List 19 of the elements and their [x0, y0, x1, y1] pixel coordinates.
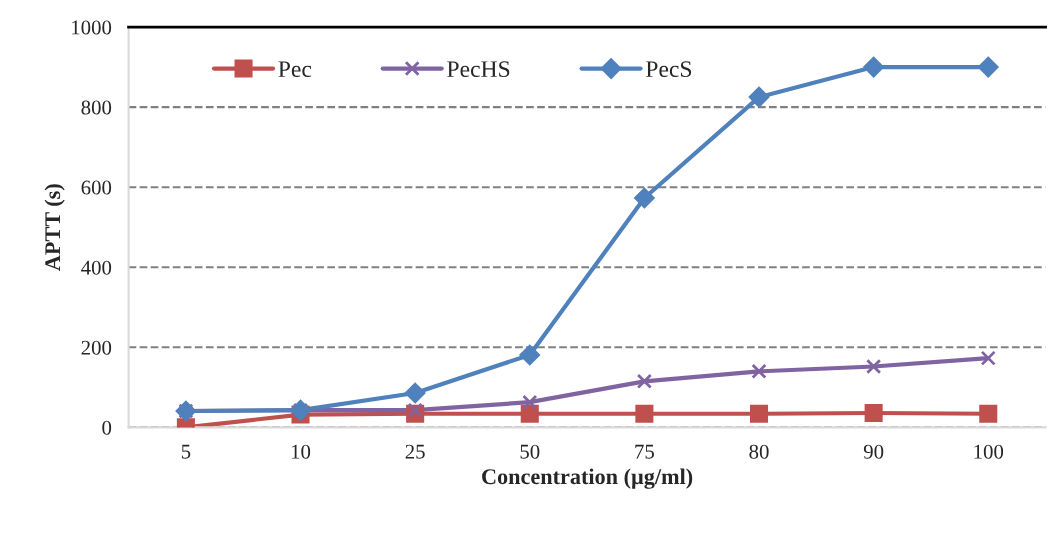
legend-label: PecHS	[447, 61, 510, 78]
legend-label: PecS	[645, 61, 692, 78]
x-tick-label: 90	[863, 444, 884, 459]
x-tick-label: 50	[520, 444, 540, 459]
legend-label: Pec	[278, 61, 312, 78]
y-tick-label: 800	[81, 100, 112, 115]
x-tick-label: 5	[181, 444, 191, 459]
x-tick-label: 75	[635, 444, 654, 459]
x-tick-label: 25	[405, 444, 425, 459]
y-tick-label: 600	[81, 180, 112, 195]
y-axis-title: APTT (s)	[44, 184, 65, 271]
x-tick-label: 80	[749, 444, 769, 459]
x-axis-title: Concentration (µg/ml)	[482, 468, 693, 489]
y-tick-label: 1000	[72, 20, 112, 35]
y-tick-label: 200	[81, 340, 112, 355]
y-tick-label: 400	[81, 260, 112, 275]
x-tick-label: 10	[291, 444, 311, 459]
y-tick-label: 0	[102, 420, 112, 435]
x-tick-label: 100	[974, 444, 1004, 459]
